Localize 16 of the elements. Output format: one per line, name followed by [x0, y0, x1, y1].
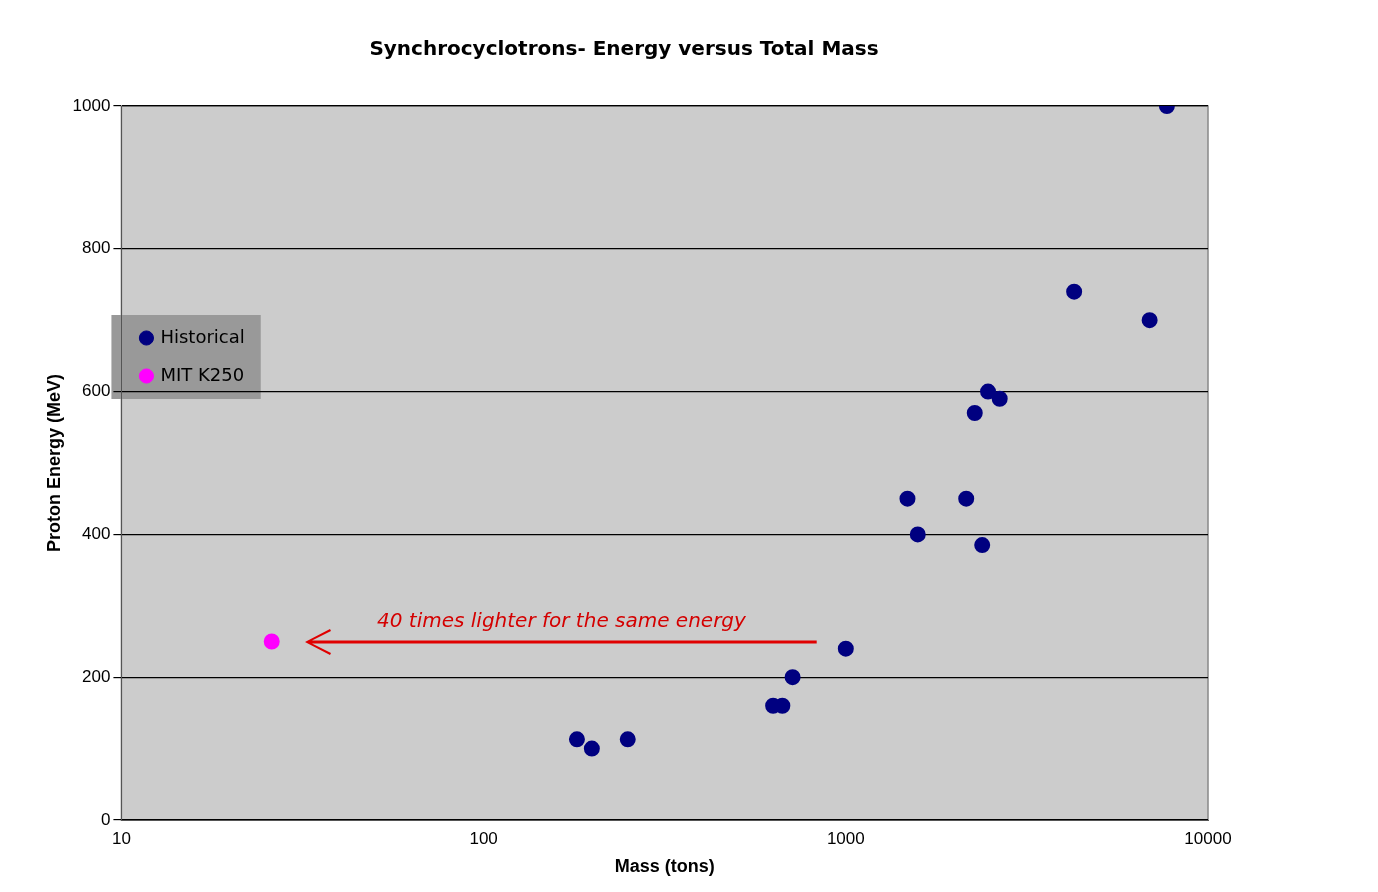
y-tick-label: 0 [100, 809, 111, 829]
annotation: 40 times lighter for the same energy [377, 607, 746, 632]
x-axis-title: Mass (tons) [614, 856, 715, 877]
x-tick-label: 1000 [826, 828, 865, 848]
legend-label: Historical [160, 325, 245, 347]
y-tick-label: 1000 [72, 95, 111, 115]
y-tick-label: 600 [82, 381, 111, 401]
y-tick-label: 200 [82, 666, 111, 686]
x-tick-label: 10000 [1184, 828, 1232, 848]
chart-title: Synchrocyclotrons- Energy versus Total Mass [369, 36, 879, 61]
legend-label: MIT K250 [160, 363, 245, 385]
x-tick-label: 100 [469, 828, 498, 848]
y-tick-label: 400 [82, 524, 111, 544]
x-tick-label: 10 [111, 828, 131, 848]
y-tick-label: 800 [82, 238, 111, 258]
y-axis-title: Proton Energy (MeV) [43, 373, 64, 553]
